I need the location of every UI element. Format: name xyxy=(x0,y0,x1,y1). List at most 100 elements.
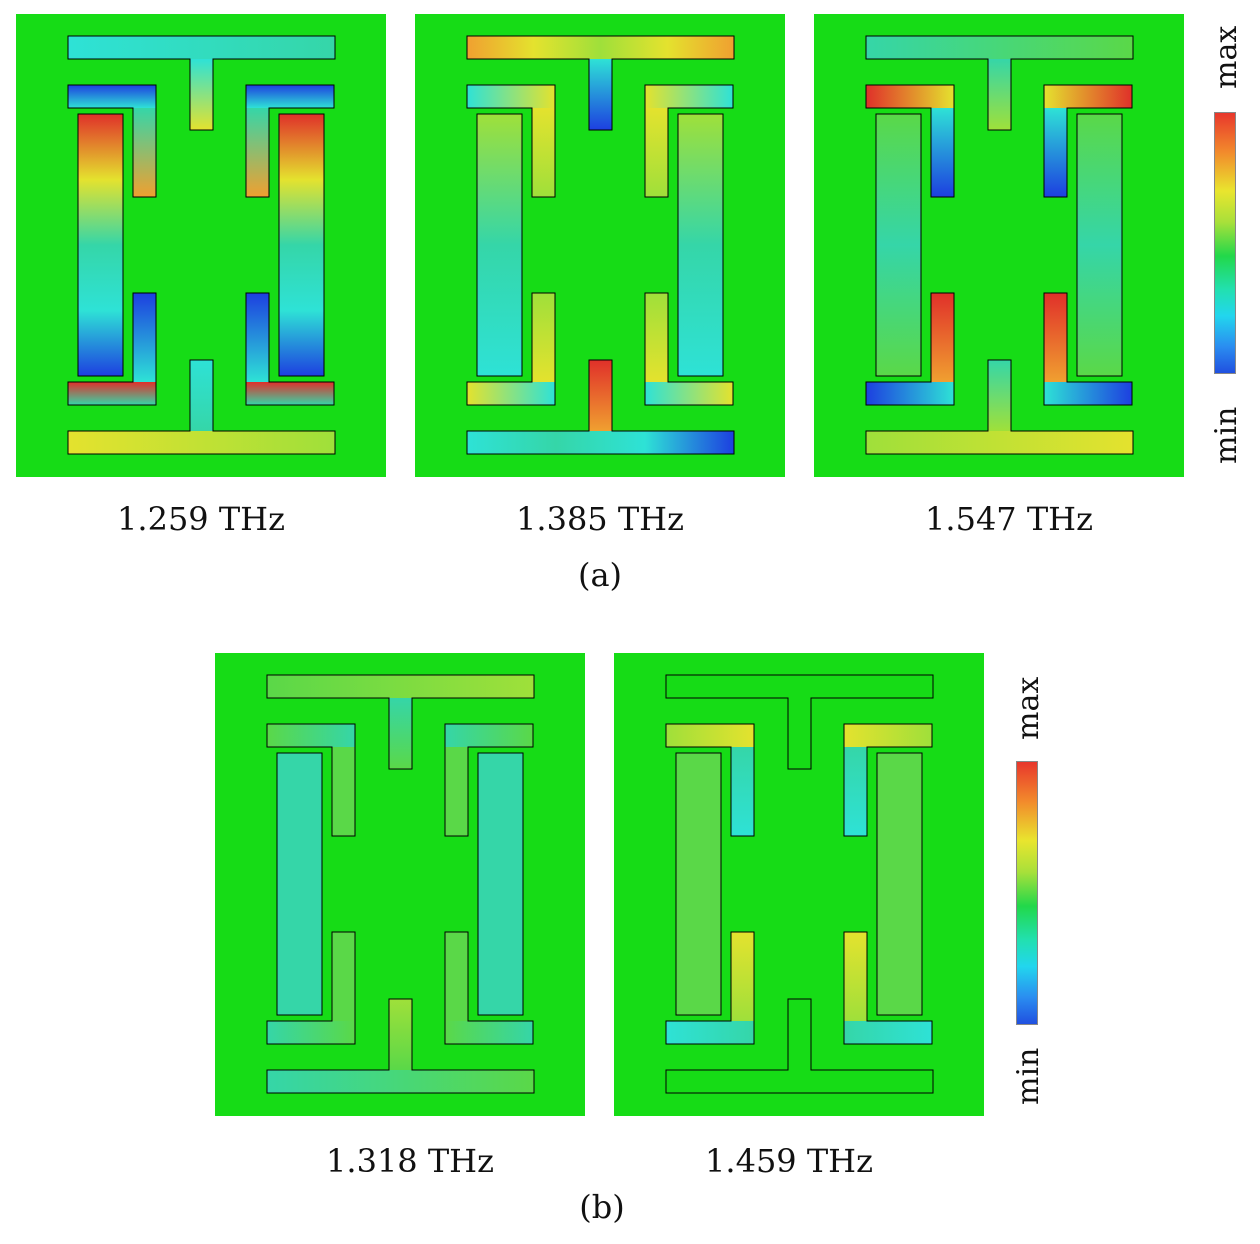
field-region-ulArmV xyxy=(332,747,355,836)
field-region-urArmV xyxy=(844,747,867,836)
subfigure-label-a: (a) xyxy=(577,556,623,594)
field-region-lrArmH xyxy=(1044,382,1132,405)
panel-a1 xyxy=(16,14,386,477)
colorbar-b: max min xyxy=(1011,665,1056,1115)
field-region-urlong xyxy=(478,753,523,1015)
field-region-llArmH xyxy=(666,1021,754,1044)
field-region-urlong xyxy=(678,114,723,376)
field-region-urArmH xyxy=(246,85,334,108)
field-region-botStub xyxy=(389,999,412,1070)
field-region-urlong xyxy=(279,114,324,376)
field-region-topBar xyxy=(666,675,933,698)
field-region-urArmH xyxy=(445,724,533,747)
field-region-urArmV xyxy=(645,108,668,197)
field-region-topStub xyxy=(988,59,1011,130)
field-region-llArmV xyxy=(931,293,954,382)
freq-label-a1: 1.259 THz xyxy=(117,500,285,538)
field-region-lrArmV xyxy=(844,932,867,1021)
freq-label-b2: 1.459 THz xyxy=(705,1142,873,1180)
field-map-b2 xyxy=(614,653,984,1116)
field-region-llArmV xyxy=(133,293,156,382)
freq-label-a3: 1.547 THz xyxy=(925,500,1093,538)
colorbar-min-label-b: min xyxy=(1011,1047,1046,1105)
field-region-ulArmH xyxy=(866,85,954,108)
field-region-urlong xyxy=(877,753,922,1015)
field-region-urArmH xyxy=(1044,85,1132,108)
field-region-llArmV xyxy=(731,932,754,1021)
field-region-topStub xyxy=(389,698,412,769)
field-region-ulArmH xyxy=(467,85,555,108)
freq-label-a2: 1.385 THz xyxy=(516,500,684,538)
field-region-llArmV xyxy=(532,293,555,382)
field-region-botStub xyxy=(788,999,811,1070)
field-region-ulArmV xyxy=(931,108,954,197)
field-region-topBar xyxy=(866,36,1133,59)
panel-a3 xyxy=(814,14,1184,477)
colorbar-gradient-b xyxy=(1016,761,1038,1025)
freq-label-b1: 1.318 THz xyxy=(326,1142,494,1180)
field-region-ulArmH xyxy=(666,724,754,747)
field-map-b1 xyxy=(215,653,585,1116)
field-region-botStub xyxy=(190,360,213,431)
field-region-botStub xyxy=(988,360,1011,431)
field-region-llArmV xyxy=(332,932,355,1021)
field-region-botBar xyxy=(866,431,1133,454)
field-region-lrArmH xyxy=(645,382,733,405)
resonator-outline xyxy=(466,35,735,455)
colorbar-a: max min xyxy=(1209,14,1254,474)
colorbar-gradient-a xyxy=(1214,112,1236,374)
field-map-a2 xyxy=(415,14,785,477)
field-region-botBar xyxy=(68,431,335,454)
field-region-ulArmH xyxy=(68,85,156,108)
field-map-a1 xyxy=(16,14,386,477)
field-region-urArmH xyxy=(844,724,932,747)
field-region-ullong xyxy=(477,114,522,376)
resonator-outline xyxy=(665,674,934,1094)
resonator-outline xyxy=(67,35,336,455)
field-region-ulArmV xyxy=(532,108,555,197)
field-region-lrArmV xyxy=(445,932,468,1021)
field-region-topBar xyxy=(267,675,534,698)
field-region-botBar xyxy=(666,1070,933,1093)
resonator-outline xyxy=(266,674,535,1094)
field-region-ullong xyxy=(277,753,322,1015)
field-region-ulArmH xyxy=(267,724,355,747)
colorbar-max-label-a: max xyxy=(1209,25,1244,89)
field-region-ullong xyxy=(676,753,721,1015)
field-region-botBar xyxy=(467,431,734,454)
field-region-urArmH xyxy=(645,85,733,108)
field-region-lrArmH xyxy=(246,382,334,405)
panel-b2 xyxy=(614,653,984,1116)
field-region-lrArmH xyxy=(445,1021,533,1044)
field-region-topStub xyxy=(190,59,213,130)
field-region-urArmV xyxy=(445,747,468,836)
field-region-urArmV xyxy=(1044,108,1067,197)
field-region-botBar xyxy=(267,1070,534,1093)
field-region-ulArmV xyxy=(133,108,156,197)
field-region-llArmH xyxy=(68,382,156,405)
field-region-topBar xyxy=(68,36,335,59)
field-region-llArmH xyxy=(467,382,555,405)
field-region-topStub xyxy=(589,59,612,130)
field-region-botStub xyxy=(589,360,612,431)
field-region-lrArmV xyxy=(246,293,269,382)
panel-a2 xyxy=(415,14,785,477)
field-region-lrArmH xyxy=(844,1021,932,1044)
field-region-lrArmV xyxy=(645,293,668,382)
field-region-topBar xyxy=(467,36,734,59)
field-region-llArmH xyxy=(866,382,954,405)
resonator-outline xyxy=(865,35,1134,455)
panel-b1 xyxy=(215,653,585,1116)
field-region-lrArmV xyxy=(1044,293,1067,382)
field-region-urArmV xyxy=(246,108,269,197)
field-region-ulArmV xyxy=(731,747,754,836)
field-region-topStub xyxy=(788,698,811,769)
field-region-ullong xyxy=(876,114,921,376)
field-region-urlong xyxy=(1077,114,1122,376)
field-map-a3 xyxy=(814,14,1184,477)
colorbar-min-label-a: min xyxy=(1209,406,1244,464)
field-region-ullong xyxy=(78,114,123,376)
subfigure-label-b: (b) xyxy=(579,1188,625,1226)
colorbar-max-label-b: max xyxy=(1011,676,1046,740)
field-region-llArmH xyxy=(267,1021,355,1044)
